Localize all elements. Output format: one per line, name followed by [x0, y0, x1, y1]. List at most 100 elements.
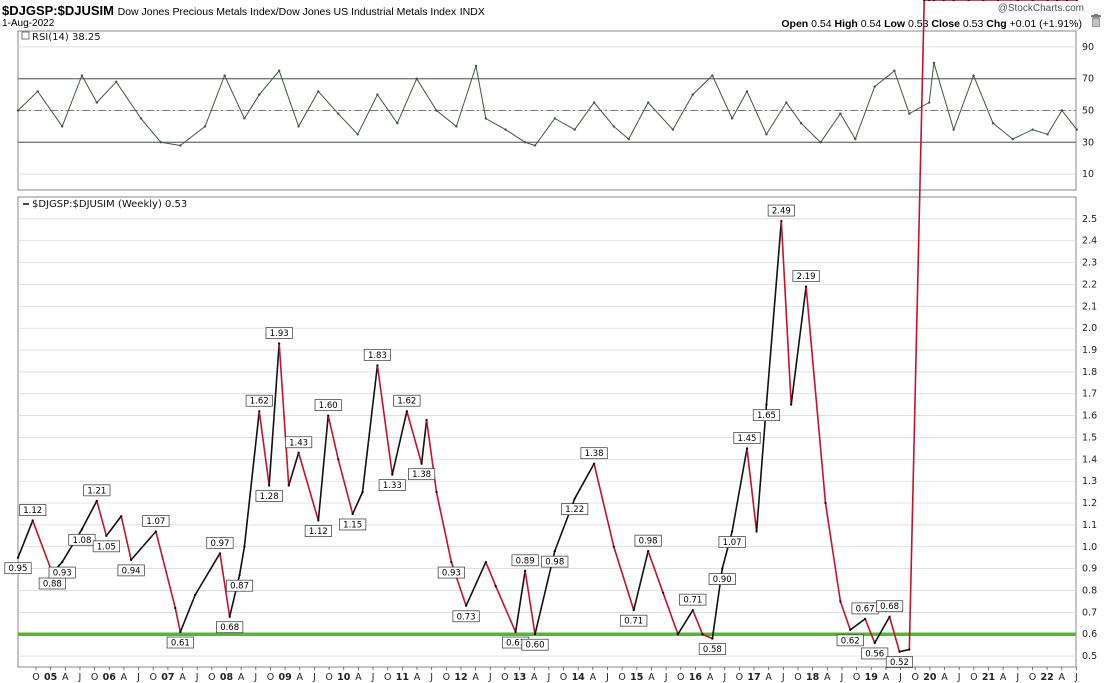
- rsi-point: [1011, 137, 1014, 141]
- price-point: [238, 574, 241, 577]
- x-tick-label: 12: [454, 672, 467, 683]
- x-tick-label: O: [853, 672, 860, 683]
- price-point: [297, 451, 300, 454]
- price-y-tick-label: 0.7: [1082, 607, 1097, 618]
- price-segment: [899, 648, 910, 653]
- price-point: [1031, 0, 1034, 2]
- rsi-point: [115, 80, 118, 84]
- price-point: [174, 606, 177, 610]
- x-tick-label: J: [546, 672, 550, 683]
- price-segment: [692, 609, 704, 635]
- price-point: [425, 418, 428, 422]
- price-point: [391, 473, 394, 476]
- annotation-label: 1.28: [260, 492, 279, 502]
- annotation-box: [885, 656, 914, 669]
- rsi-point: [36, 90, 39, 93]
- x-tick-label: A: [765, 672, 772, 683]
- x-tick-label: O: [677, 672, 684, 683]
- price-annotation: 1.12: [304, 525, 332, 537]
- price-annotation: 1.12: [19, 504, 47, 516]
- annotation-label: 2.49: [772, 207, 791, 217]
- price-annotation: 1.62: [245, 394, 273, 407]
- price-point: [790, 403, 793, 406]
- price-point: [573, 497, 576, 500]
- annotation-label: 1.21: [87, 486, 106, 496]
- x-tick-label: O: [501, 672, 508, 683]
- price-annotation: 0.89: [511, 554, 539, 566]
- annotation-box: [83, 484, 111, 497]
- x-tick-label: A: [179, 672, 186, 683]
- collapse-icon[interactable]: [21, 31, 30, 40]
- x-tick-label: A: [1000, 672, 1007, 683]
- price-point: [194, 593, 197, 596]
- rsi-point: [691, 93, 695, 96]
- price-point: [105, 534, 108, 537]
- price-segment: [632, 550, 649, 611]
- rsi-point: [592, 101, 596, 104]
- price-point: [351, 512, 354, 516]
- rsi-point: [95, 101, 99, 104]
- annotation-box: [521, 638, 549, 651]
- x-tick-label: A: [121, 672, 128, 683]
- price-segment: [194, 552, 221, 596]
- trash-icon[interactable]: [1090, 14, 1102, 27]
- price-point: [61, 560, 64, 564]
- price-annotation: 0.52: [885, 656, 914, 669]
- price-point: [952, 0, 955, 2]
- chart-header: $DJGSP:$DJUSIM Dow Jones Precious Metals…: [0, 0, 1106, 30]
- price-point: [711, 637, 714, 640]
- rsi-point: [297, 125, 300, 128]
- price-annotation: 1.60: [314, 399, 342, 411]
- credit-label[interactable]: @StockCharts.com: [997, 3, 1084, 14]
- annotation-box: [698, 643, 726, 655]
- rsi-point: [711, 74, 714, 77]
- price-annotation: 1.83: [363, 348, 391, 361]
- price-annotation: 0.68: [216, 621, 244, 633]
- price-point: [612, 545, 615, 548]
- price-annotation: 1.08: [68, 533, 96, 546]
- price-point: [873, 641, 876, 645]
- annotation-label: 1.12: [23, 506, 42, 516]
- annotation-label: 1.93: [270, 329, 289, 339]
- rsi-y-tick-label: 50: [1082, 106, 1094, 117]
- x-tick-label: O: [970, 672, 977, 683]
- price-point: [533, 633, 537, 636]
- price-annotation: 0.88: [38, 577, 66, 590]
- price-point: [16, 556, 20, 559]
- price-point: [80, 528, 84, 531]
- rsi-point: [928, 101, 931, 104]
- annotation-label: 2.19: [797, 272, 816, 282]
- annotation-label: 0.98: [639, 537, 658, 547]
- price-annotation: 0.94: [117, 564, 145, 576]
- price-point: [228, 615, 231, 618]
- price-y-tick-label: 0.8: [1082, 585, 1097, 596]
- annotation-box: [620, 614, 648, 627]
- rsi-point: [203, 125, 207, 128]
- price-segment: [485, 561, 497, 587]
- price-segment: [351, 491, 364, 515]
- annotation-box: [393, 394, 421, 407]
- price-segment: [524, 570, 536, 635]
- price-segment: [105, 515, 122, 537]
- price-segment: [268, 343, 280, 486]
- price-segment: [174, 607, 182, 633]
- price-segment: [864, 618, 876, 644]
- high-value: 0.54: [860, 18, 882, 30]
- annotation-label: 0.52: [890, 658, 909, 668]
- rsi-point: [785, 101, 788, 104]
- annotation-label: 1.62: [250, 397, 269, 407]
- x-tick-label: 22: [1040, 672, 1053, 683]
- price-point: [287, 484, 290, 487]
- rsi-point: [223, 74, 226, 77]
- price-segment: [573, 463, 595, 500]
- price-point: [942, 0, 945, 2]
- price-segment: [765, 220, 783, 405]
- x-tick-label: A: [707, 672, 714, 683]
- price-annotation: 2.49: [767, 204, 795, 217]
- x-tick-label: O: [32, 672, 39, 683]
- exchange-label: INDX: [459, 6, 485, 18]
- annotation-box: [767, 204, 795, 217]
- price-point: [268, 484, 271, 487]
- price-point: [420, 462, 423, 465]
- price-point: [120, 515, 123, 518]
